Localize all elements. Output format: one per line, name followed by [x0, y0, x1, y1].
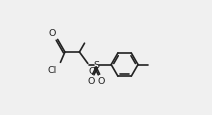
Text: O: O — [87, 77, 95, 86]
Text: O: O — [48, 28, 56, 37]
Text: S: S — [93, 60, 99, 69]
Text: O: O — [88, 66, 96, 75]
Text: O: O — [98, 77, 105, 86]
Text: Cl: Cl — [47, 66, 57, 75]
